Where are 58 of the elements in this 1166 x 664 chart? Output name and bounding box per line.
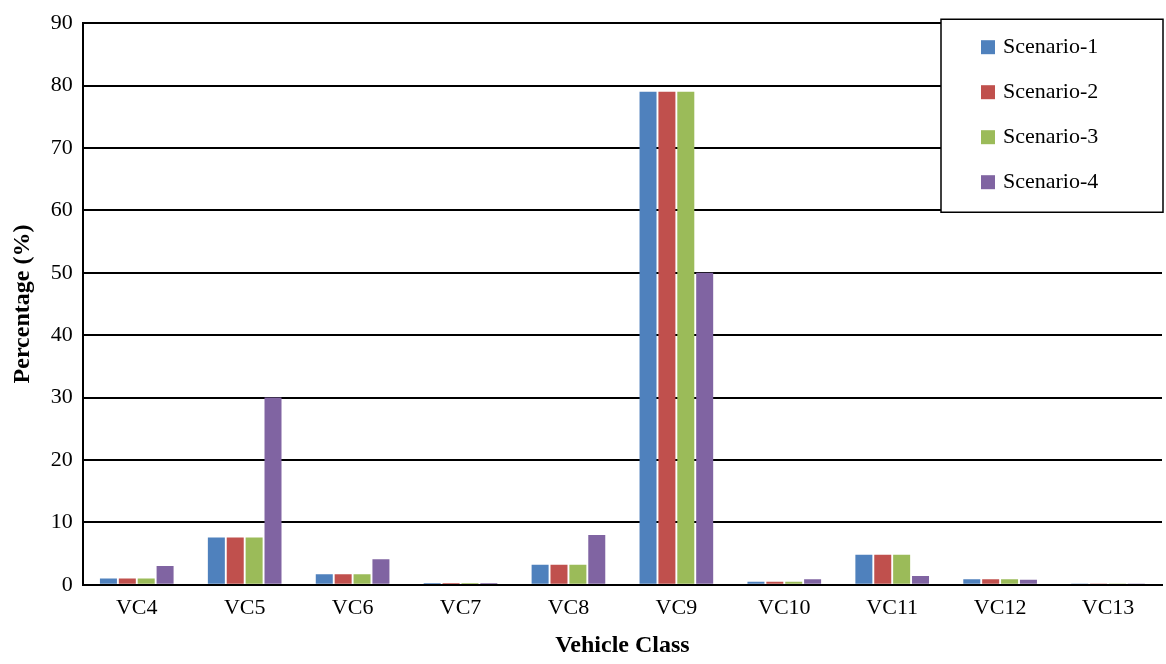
bar <box>207 537 225 584</box>
bar <box>334 574 352 584</box>
y-tick-label: 60 <box>50 196 73 222</box>
bar <box>893 554 911 584</box>
bar <box>569 564 587 584</box>
x-tick-label: VC12 <box>973 593 1027 619</box>
y-tick-label: 0 <box>61 570 73 596</box>
bar <box>658 91 676 584</box>
legend-label: Scenario-1 <box>1003 32 1099 58</box>
bar <box>912 576 930 584</box>
y-tick-label: 80 <box>50 71 73 97</box>
bar <box>353 574 371 584</box>
x-tick-label: VC13 <box>1081 593 1135 619</box>
y-tick-label: 10 <box>50 508 73 534</box>
y-tick-label: 70 <box>50 133 73 159</box>
bar <box>99 578 117 584</box>
y-axis-title: Percentage (%) <box>7 224 34 384</box>
bar <box>855 554 873 584</box>
bar <box>156 566 174 584</box>
x-tick-label: VC9 <box>655 593 698 619</box>
legend-label: Scenario-3 <box>1003 122 1099 148</box>
y-tick-label: 40 <box>50 320 73 346</box>
x-tick-label: VC6 <box>331 593 374 619</box>
y-tick-label: 20 <box>50 445 73 471</box>
bar <box>963 579 981 584</box>
bar <box>372 559 390 584</box>
bar <box>804 579 822 584</box>
bar <box>677 91 695 584</box>
bar <box>137 578 155 584</box>
bar <box>747 581 765 584</box>
bar <box>874 554 892 584</box>
bar <box>588 534 606 584</box>
bar <box>766 581 784 584</box>
x-tick-label: VC11 <box>866 593 919 619</box>
legend-label: Scenario-2 <box>1003 77 1099 103</box>
y-tick-label: 90 <box>50 8 73 34</box>
bar <box>785 581 803 584</box>
bar <box>226 537 244 584</box>
x-tick-label: VC8 <box>547 593 590 619</box>
bar <box>315 574 333 584</box>
y-tick-label: 30 <box>50 383 73 409</box>
bar <box>245 537 263 584</box>
x-tick-label: VC10 <box>758 593 811 619</box>
bar <box>1001 579 1019 584</box>
bar <box>696 272 714 584</box>
x-axis-title: Vehicle Class <box>555 630 690 657</box>
x-tick-label: VC5 <box>223 593 266 619</box>
bar <box>639 91 657 584</box>
bar <box>531 564 549 584</box>
bar <box>982 579 1000 584</box>
bar <box>264 397 282 584</box>
y-tick-label: 50 <box>50 258 73 284</box>
bar <box>550 564 568 584</box>
bar <box>1019 579 1037 584</box>
bar <box>118 578 136 584</box>
x-tick-label: VC4 <box>115 593 158 619</box>
x-tick-label: VC7 <box>439 593 482 619</box>
legend-label: Scenario-4 <box>1003 167 1099 193</box>
